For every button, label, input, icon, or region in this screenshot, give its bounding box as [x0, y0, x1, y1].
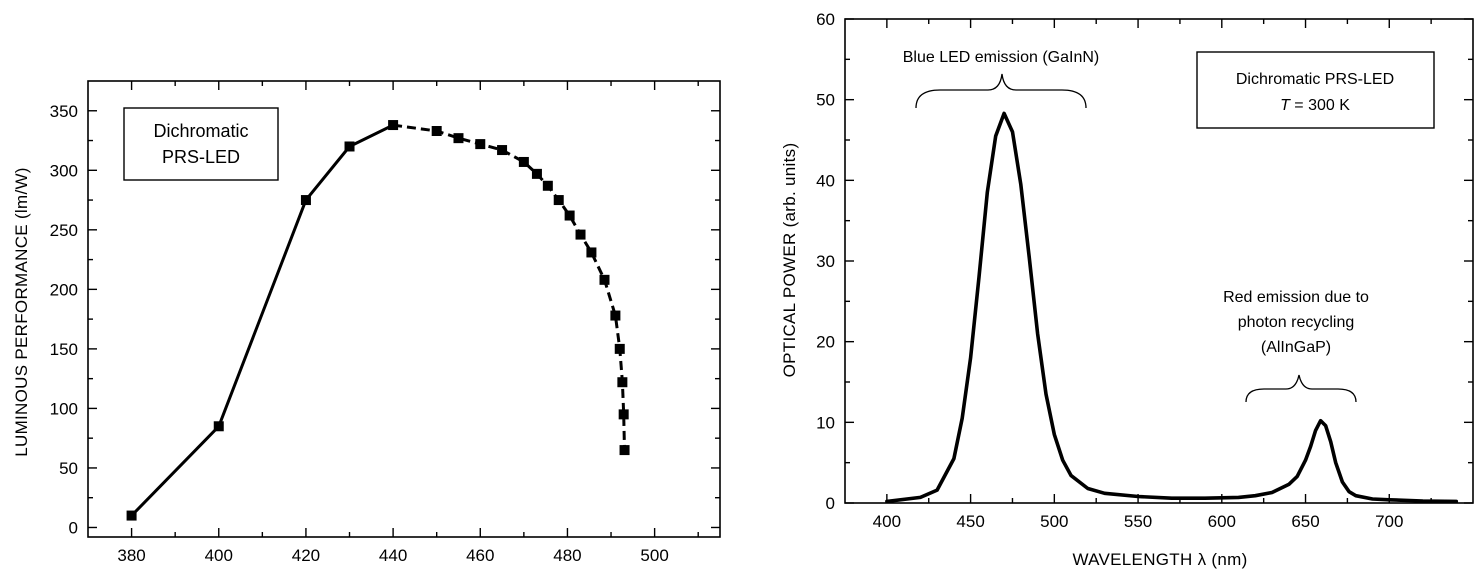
left-data-point — [531, 168, 542, 179]
left-series-markers — [126, 120, 630, 521]
red-emission-annotation-line-1: Red emission due to — [1223, 289, 1369, 306]
blue-emission-brace — [915, 73, 1087, 109]
right-y-tick-label: 60 — [816, 10, 835, 29]
left-y-tick-label: 0 — [69, 518, 78, 537]
left-x-tick-label: 400 — [205, 546, 233, 565]
left-legend-line-1: Dichromatic — [153, 121, 248, 141]
left-series-path-dashed — [392, 123, 626, 451]
left-data-point — [213, 421, 224, 432]
right-y-tick-label: 50 — [816, 91, 835, 110]
left-data-point — [575, 229, 586, 240]
right-legend-line-2: T = 300 K — [1280, 97, 1350, 114]
red-emission-brace — [1245, 374, 1357, 403]
left-data-point — [564, 210, 575, 221]
right-x-tick-label: 550 — [1124, 512, 1152, 531]
left-y-tick-label: 100 — [50, 399, 78, 418]
left-data-point — [453, 133, 464, 144]
left-x-tick-label: 420 — [292, 546, 320, 565]
left-series-path — [130, 123, 395, 518]
left-y-tick-label: 150 — [50, 340, 78, 359]
right-x-tick-label: 400 — [873, 512, 901, 531]
left-data-point — [344, 141, 355, 152]
left-data-point — [126, 510, 137, 521]
left-y-tick-label: 300 — [50, 161, 78, 180]
left-data-point — [431, 126, 442, 137]
right-y-tick-label: 0 — [826, 494, 835, 513]
left-data-point — [518, 156, 529, 167]
right-x-tick-label: 600 — [1208, 512, 1236, 531]
red-emission-annotation-line-2: photon recycling — [1238, 314, 1355, 331]
temperature-value: = 300 K — [1290, 97, 1350, 114]
right-x-tick-label: 650 — [1291, 512, 1319, 531]
right-x-tick-label: 500 — [1040, 512, 1068, 531]
left-data-point — [542, 180, 553, 191]
right-y-tick-label: 20 — [816, 333, 835, 352]
temperature-symbol: T — [1280, 97, 1291, 114]
left-legend-line-2: PRS-LED — [162, 147, 240, 167]
left-data-point — [553, 195, 564, 206]
left-data-point — [599, 274, 610, 285]
left-x-tick-label: 480 — [553, 546, 581, 565]
right-x-tick-label: 700 — [1375, 512, 1403, 531]
right-y-tick-label: 30 — [816, 252, 835, 271]
left-data-point — [614, 343, 625, 354]
right-x-tick-label: 450 — [956, 512, 984, 531]
left-data-point — [619, 445, 630, 456]
left-x-tick-label: 500 — [640, 546, 668, 565]
left-data-point — [388, 120, 399, 131]
blue-emission-annotation: Blue LED emission (GaInN) — [903, 49, 1100, 66]
left-x-tick-label: 460 — [466, 546, 494, 565]
left-data-point — [610, 310, 621, 321]
left-y-axis-title: LUMINOUS PERFORMANCE (lm/W) — [12, 167, 31, 457]
left-y-tick-label: 350 — [50, 102, 78, 121]
left-data-point — [618, 409, 629, 420]
left-data-point — [300, 195, 311, 206]
left-data-point — [497, 145, 508, 156]
right-y-tick-label: 10 — [816, 413, 835, 432]
luminous-performance-chart: LUMINOUS PERFORMANCE (lm/W) 380 400 420 440… — [12, 80, 721, 565]
red-emission-annotation-line-3: (AlInGaP) — [1261, 339, 1331, 356]
left-ticks: 380 400 420 440 460 480 500 0 50 100 150 200 250 300 3… — [50, 81, 720, 565]
left-x-tick-label: 380 — [117, 546, 145, 565]
left-data-point — [586, 247, 597, 258]
right-legend-box — [1196, 51, 1435, 129]
left-data-point — [475, 139, 486, 150]
left-y-tick-label: 250 — [50, 221, 78, 240]
right-ticks: 400 450 500 550 600 650 700 0 10 20 30 40 50 60 — [816, 10, 1473, 531]
right-series-path — [885, 111, 1459, 504]
left-data-point — [617, 377, 628, 388]
left-legend-box — [123, 107, 279, 181]
right-legend-line-1: Dichromatic PRS-LED — [1236, 71, 1394, 88]
right-x-axis-title: WAVELENGTH λ (nm) — [1072, 550, 1247, 569]
left-y-tick-label: 50 — [59, 459, 78, 478]
left-plot-frame — [87, 80, 721, 538]
right-y-tick-label: 40 — [816, 171, 835, 190]
right-plot-frame — [844, 18, 1474, 504]
left-x-tick-label: 440 — [379, 546, 407, 565]
left-y-tick-label: 200 — [50, 280, 78, 299]
right-y-axis-title: OPTICAL POWER (arb. units) — [780, 143, 799, 378]
right-series-line — [885, 111, 1459, 504]
